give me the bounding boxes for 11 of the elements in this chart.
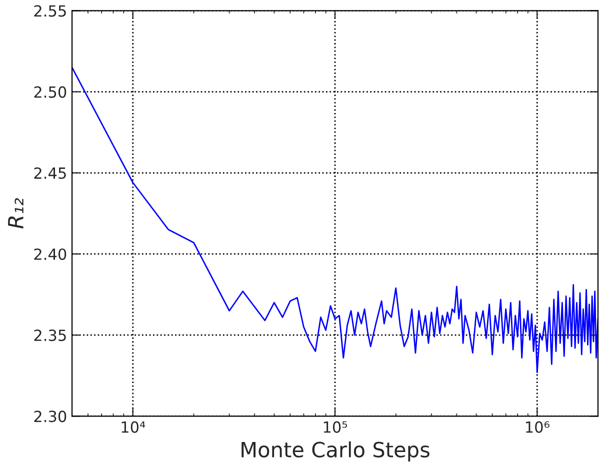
x-tick-label: 10⁵ [324,421,348,433]
y-tick-label: 2.45 [34,167,66,179]
y-axis-title: R₁₂ [8,198,24,228]
y-tick-label: 2.40 [34,248,66,260]
y-tick-label: 2.35 [34,330,66,342]
y-tick-label: 2.50 [34,86,66,98]
y-tick-label: 2.30 [34,410,66,422]
x-tick-label: 10⁴ [122,421,146,433]
y-tick-label: 2.55 [34,5,66,17]
x-axis-title: Monte Carlo Steps [242,441,430,462]
x-tick-label: 10⁶ [526,421,550,433]
